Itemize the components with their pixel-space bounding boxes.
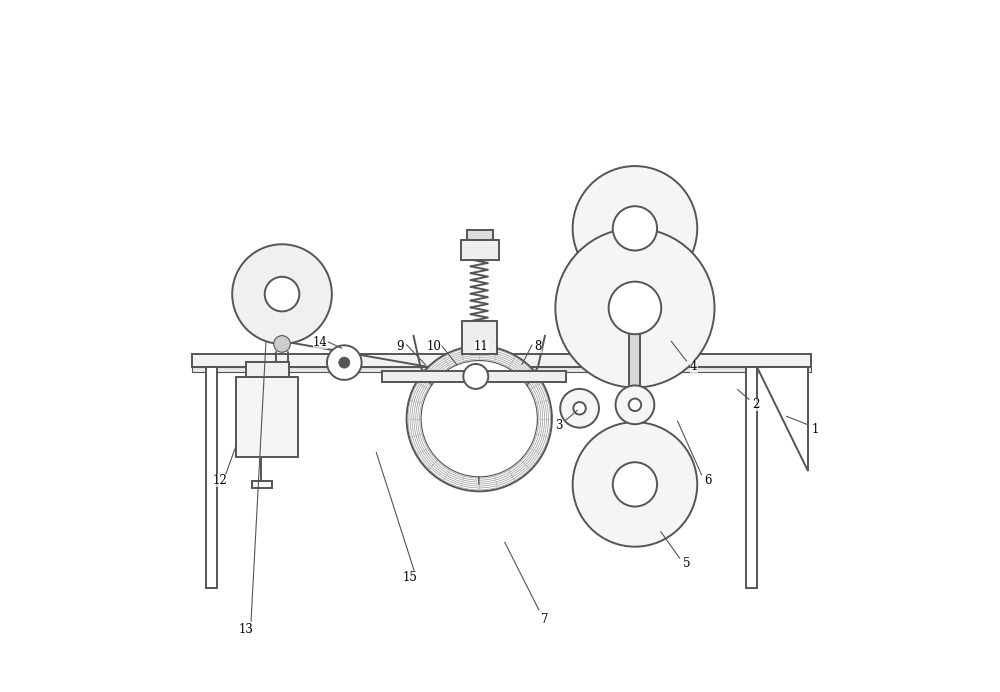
Circle shape <box>573 166 697 291</box>
Bar <box>746 367 757 588</box>
Text: 10: 10 <box>427 340 442 352</box>
Bar <box>236 377 298 457</box>
Circle shape <box>609 282 661 334</box>
Circle shape <box>339 357 350 368</box>
Text: 4: 4 <box>690 361 698 373</box>
Circle shape <box>629 399 641 411</box>
Circle shape <box>613 206 657 251</box>
Text: 8: 8 <box>534 340 542 352</box>
Polygon shape <box>757 367 808 471</box>
Circle shape <box>560 389 599 428</box>
Text: 13: 13 <box>239 623 253 636</box>
Circle shape <box>573 422 697 547</box>
Circle shape <box>573 402 586 415</box>
Circle shape <box>407 346 552 491</box>
Text: 11: 11 <box>474 340 489 352</box>
Text: 7: 7 <box>541 613 549 626</box>
Circle shape <box>274 336 290 352</box>
Bar <box>206 367 217 588</box>
Bar <box>246 362 289 377</box>
Circle shape <box>616 385 654 424</box>
Circle shape <box>232 244 332 344</box>
Text: 9: 9 <box>396 340 403 352</box>
Circle shape <box>555 228 715 388</box>
Bar <box>192 354 811 367</box>
Text: 3: 3 <box>555 419 563 432</box>
Bar <box>629 228 640 310</box>
Text: 2: 2 <box>752 399 760 411</box>
Text: 5: 5 <box>683 558 691 570</box>
Bar <box>461 240 499 260</box>
Bar <box>252 481 272 488</box>
Text: 1: 1 <box>811 423 819 435</box>
Text: 15: 15 <box>403 572 417 584</box>
Text: 14: 14 <box>313 336 328 349</box>
Text: 12: 12 <box>212 475 227 487</box>
Circle shape <box>327 345 362 380</box>
Bar <box>382 371 566 382</box>
Circle shape <box>613 462 657 507</box>
Circle shape <box>265 277 299 311</box>
Bar <box>462 321 497 354</box>
Text: 6: 6 <box>704 475 711 487</box>
Circle shape <box>421 361 537 477</box>
Bar <box>629 308 640 405</box>
Bar <box>192 367 811 372</box>
Circle shape <box>463 364 488 389</box>
Bar <box>467 230 493 240</box>
